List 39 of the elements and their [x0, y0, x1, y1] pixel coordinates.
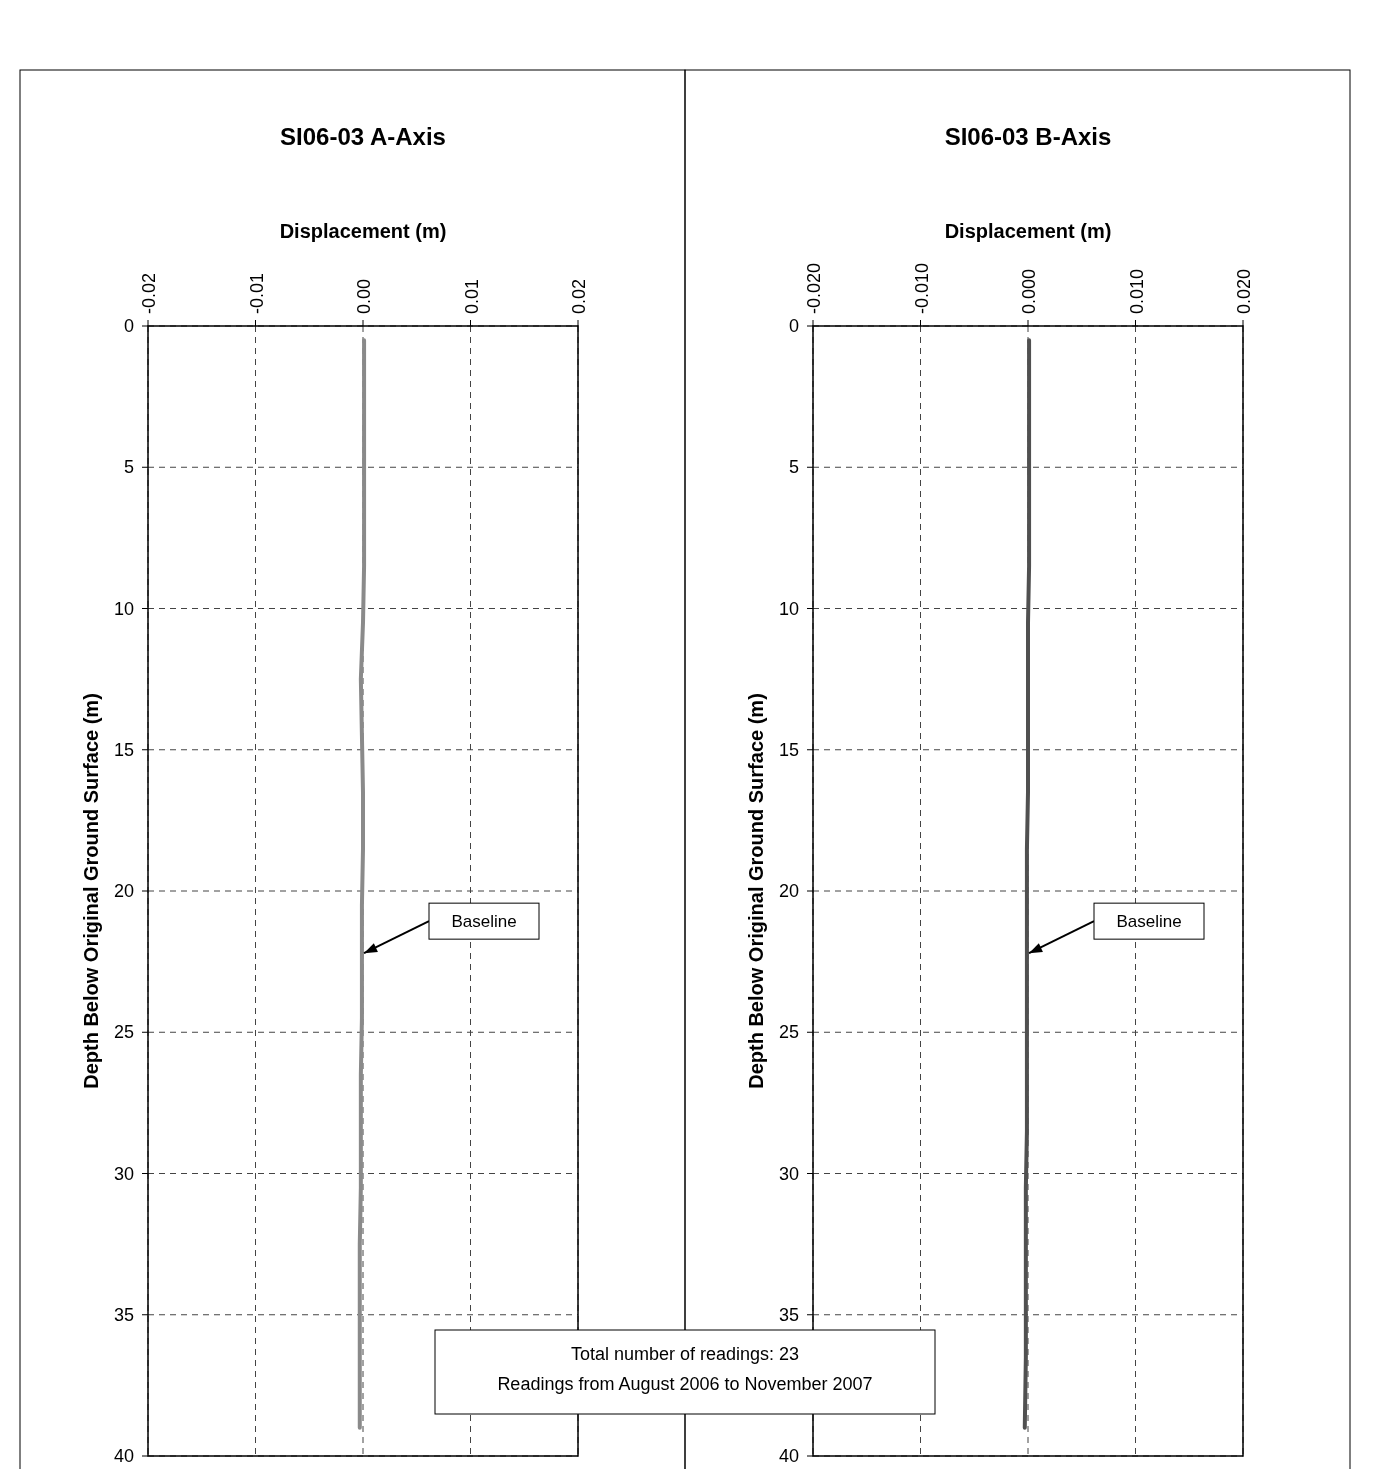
annotation: Baseline — [1116, 912, 1182, 932]
annotation: Readings from August 2006 to November 2007 — [497, 1374, 873, 1394]
y-tick-label: 10 — [778, 598, 799, 619]
x-axis-title: Displacement (m) — [944, 220, 1112, 242]
y-tick-label: 30 — [113, 1163, 134, 1184]
x-tick-label: 0.02 — [569, 278, 589, 314]
y-tick-label: 25 — [778, 1022, 799, 1043]
x-tick-label: 0.00 — [354, 278, 374, 314]
y-tick-label: 30 — [778, 1163, 799, 1184]
y-tick-label: 35 — [778, 1304, 799, 1325]
x-tick-label: -0.01 — [246, 272, 267, 314]
y-tick-label: 40 — [113, 1446, 134, 1466]
y-axis-title: Depth Below Original Ground Surface (m) — [745, 693, 767, 1089]
y-tick-label: 5 — [788, 457, 799, 478]
x-tick-label: 0.010 — [1126, 268, 1147, 314]
y-tick-label: 35 — [113, 1304, 134, 1325]
x-tick-label: -0.02 — [139, 272, 159, 314]
chart-title: SI06-03 A-Axis — [280, 123, 446, 150]
y-tick-label: 15 — [778, 739, 799, 760]
y-tick-label: 25 — [113, 1022, 134, 1043]
y-tick-label: 0 — [788, 316, 799, 336]
chart-title: SI06-03 B-Axis — [944, 123, 1112, 150]
x-tick-label: -0.010 — [911, 262, 932, 314]
annotation: Total number of readings: 23 — [570, 1344, 800, 1364]
x-tick-label: -0.020 — [804, 262, 824, 314]
annotation: Baseline — [451, 912, 517, 932]
y-tick-label: 5 — [123, 457, 134, 478]
y-tick-label: 20 — [113, 881, 134, 901]
x-tick-label: 0.020 — [1234, 268, 1254, 314]
y-axis-title: Depth Below Original Ground Surface (m) — [80, 693, 102, 1089]
line-series — [357, 338, 367, 1430]
y-tick-label: 15 — [113, 739, 134, 760]
x-tick-label: 0.01 — [461, 278, 482, 314]
x-tick-label: 0.000 — [1019, 268, 1039, 314]
x-axis-title: Displacement (m) — [279, 220, 447, 242]
y-tick-label: 0 — [123, 316, 134, 336]
y-tick-label: 40 — [778, 1446, 799, 1466]
y-tick-label: 10 — [113, 598, 134, 619]
y-tick-label: 20 — [778, 881, 799, 901]
